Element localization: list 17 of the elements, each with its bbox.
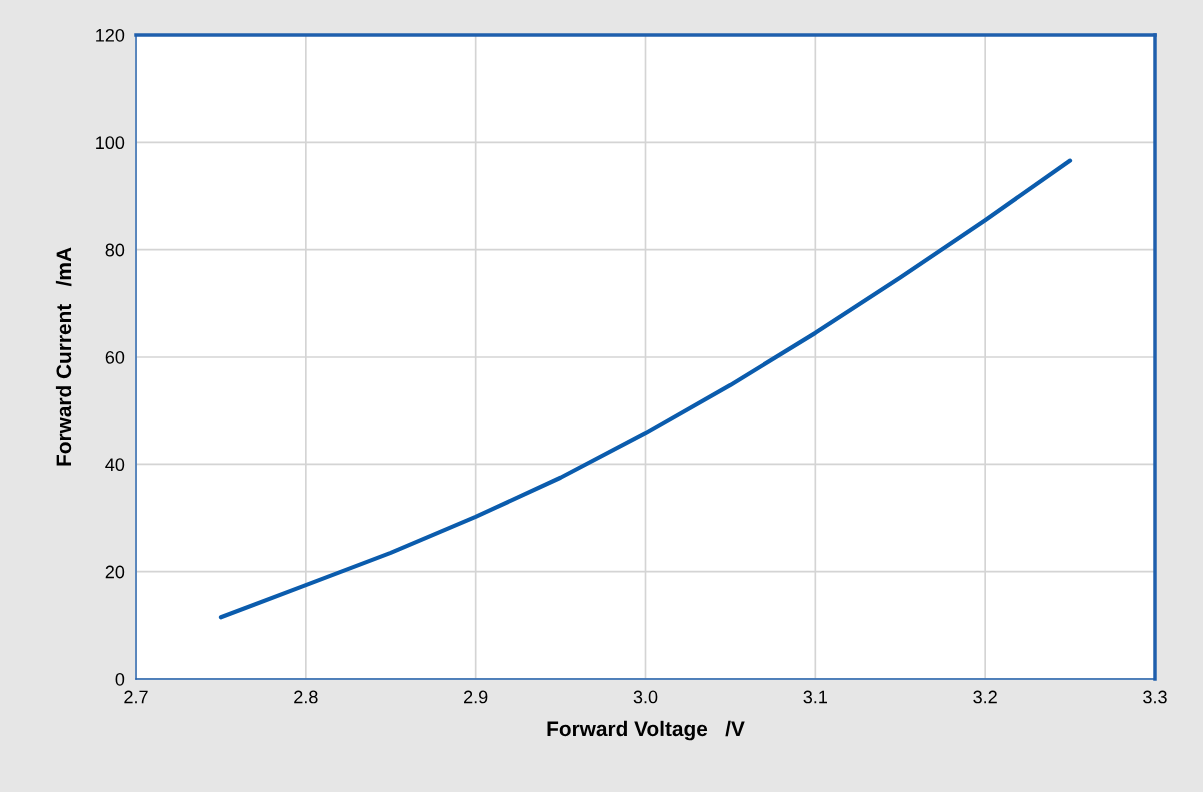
x-tick-label: 3.2 (973, 690, 997, 704)
y-axis-title: Forward Current /mA (55, 247, 72, 466)
x-axis-title: Forward Voltage /V (547, 720, 745, 741)
y-tick-label: 100 (96, 136, 125, 150)
y-tick-label: 60 (105, 350, 125, 364)
x-tick-label: 3.3 (1143, 690, 1167, 704)
x-tick-label: 3.0 (633, 690, 658, 704)
y-tick-label: 40 (105, 458, 125, 472)
x-tick-label: 2.8 (294, 690, 318, 704)
x-tick-label: 2.7 (124, 690, 148, 704)
y-tick-label: 120 (96, 28, 125, 42)
line-series (218, 158, 1073, 620)
y-tick-label: 0 (115, 672, 125, 686)
x-tick-label: 2.9 (464, 690, 488, 704)
y-tick-label: 80 (105, 243, 125, 257)
x-tick-label: 3.1 (803, 690, 827, 704)
y-tick-label: 20 (105, 565, 125, 579)
